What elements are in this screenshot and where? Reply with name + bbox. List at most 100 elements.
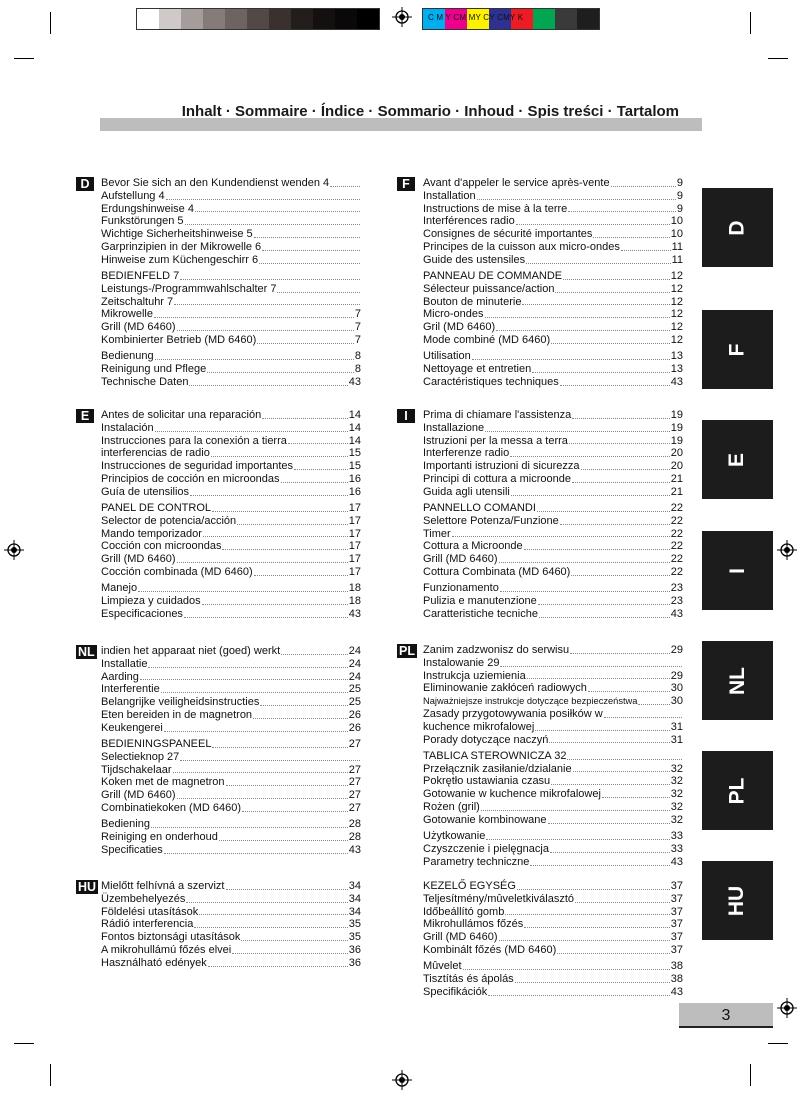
toc-entry-title: Pulizia e manutenzione (423, 595, 537, 608)
toc-entry-title: Bedienung (101, 350, 154, 363)
toc-entry-page: 34 (348, 905, 361, 918)
toc-entry-page: 12 (670, 308, 683, 321)
toc-entry-page: 25 (348, 696, 361, 709)
toc-entry-title: Mando temporizador (101, 527, 202, 540)
toc-entry-page: 15 (348, 447, 361, 460)
toc-entry: Selettore Potenza/Funzione 22 (423, 515, 683, 528)
toc-entry-title: Instalación (101, 421, 154, 434)
dot-leader (484, 317, 670, 319)
dot-leader (180, 278, 360, 280)
dot-leader (186, 901, 348, 903)
toc-entry-title: Bevor Sie sich an den Kundendienst wende… (101, 177, 330, 189)
dot-leader (148, 666, 348, 668)
toc-entry: Rádió interferencia 35 (101, 918, 361, 931)
toc-entry: Principios de cocción en microondas 16 (101, 473, 361, 486)
dot-leader (538, 616, 670, 618)
toc-entry-title: Installation (423, 189, 476, 202)
dot-leader (154, 359, 354, 361)
toc-entry-page: 17 (348, 514, 361, 527)
toc-entry: Cocción combinada (MD 6460) 17 (101, 566, 361, 579)
dot-leader (559, 523, 670, 525)
toc-entry-page: 43 (670, 607, 683, 620)
toc-group: Funzionamento 23 Pulizia e manutenzione 23 C… (423, 582, 683, 620)
toc-entry: Micro-ondes 12 (423, 308, 683, 321)
toc-entry: Utilisation 13 (423, 350, 683, 363)
toc-entry: Garprinzipien in der Mikrowelle 6 (101, 241, 361, 254)
toc-entry: Funzionamento 23 (423, 582, 683, 595)
toc-entry: Istruzioni per la messa a terra 19 (423, 435, 683, 448)
toc-entry: Instalación 14 (101, 422, 361, 435)
dot-leader (218, 839, 348, 841)
toc-entry-page: 17 (348, 527, 361, 540)
toc-entry: Pulizia e manutenzione 23 (423, 595, 683, 608)
toc-entry-title: Guida agli utensili (423, 485, 510, 498)
toc-entry: Eten bereiden in de magnetron 26 (101, 709, 361, 722)
toc-entry-page: 14 (348, 421, 361, 434)
toc-entry-page: 33 (670, 842, 683, 855)
toc-entry: KEZELŐ EGYSÉG 37 (423, 880, 683, 893)
color-swatch (489, 9, 511, 29)
dot-leader (189, 384, 348, 386)
dot-leader (172, 772, 348, 774)
dot-leader (563, 278, 670, 280)
toc-entry-page: 31 (670, 720, 683, 733)
toc-entry-title: Zasady przygotowywania posiłków w (423, 707, 603, 720)
dot-leader (259, 262, 360, 264)
toc-entry-title: Combinatiekoken (MD 6460) (101, 802, 242, 815)
color-swatch (467, 9, 489, 29)
toc-entry-title: Keukengerei (101, 721, 163, 734)
toc-entry: TABLICA STEROWNICZA 32 (423, 750, 683, 763)
toc-entry-page: 43 (670, 985, 683, 998)
toc-group: Utilisation 13 Nettoyage et entretien 13 Car… (423, 350, 683, 388)
toc-group: KEZELŐ EGYSÉG 37 Teljesítmény/mûveletkivál… (423, 880, 683, 957)
toc-entry-page: 32 (670, 813, 683, 826)
toc-entry-page: 27 (348, 738, 361, 751)
dot-leader (557, 952, 670, 954)
color-swatch (445, 9, 467, 29)
dot-leader (551, 784, 670, 786)
dot-leader (287, 443, 348, 445)
toc-entry: Üzembehelyezés 34 (101, 893, 361, 906)
toc-entry-title: TABLICA STEROWNICZA 32 (423, 749, 567, 762)
toc-entry-page: 20 (670, 460, 683, 473)
dot-leader (587, 691, 670, 693)
dot-leader (462, 969, 670, 971)
side-tab-f: F (702, 310, 773, 389)
dot-leader (559, 384, 670, 386)
toc-entry-title: Reinigung und Pflege (101, 363, 207, 376)
color-swatch (533, 9, 555, 29)
dot-leader (225, 888, 348, 890)
crop-mark (750, 12, 751, 34)
toc-group: Zanim zadzwonisz do serwisu 29 Instalowani… (423, 644, 683, 746)
dot-leader (163, 730, 348, 732)
toc-entry: Bedienung 8 (101, 350, 361, 363)
toc-entry-title: Instrucciones para la conexión a tierra (101, 434, 287, 447)
toc-entry: Bediening 28 (101, 818, 361, 831)
toc-entry: Interferentie 25 (101, 683, 361, 696)
toc-entry-page: 22 (670, 514, 683, 527)
toc-entry-page: 32 (670, 775, 683, 788)
dot-leader (222, 549, 348, 551)
dot-leader (138, 591, 348, 593)
toc-entry-page: 25 (348, 683, 361, 696)
toc-entry-page: 19 (670, 409, 683, 421)
toc-entry: Hinweise zum Küchengeschirr 6 (101, 254, 361, 267)
language-badge-e: E (76, 409, 94, 423)
toc-entry-page: 12 (670, 334, 683, 347)
dot-leader (514, 981, 670, 983)
toc-entry: Gril (MD 6460) 12 (423, 321, 683, 334)
toc-entry: Użytkowanie 33 (423, 830, 683, 843)
toc-entry: Interférences radio 10 (423, 215, 683, 228)
toc-entry: Czyszczenie i pielęgnacja 33 (423, 843, 683, 856)
toc-entry-title: Interferentie (101, 683, 160, 696)
toc-entry-title: Selector de potencia/acción (101, 514, 237, 527)
toc-entry: Principes de la cuisson aux micro-ondes 1… (423, 241, 683, 254)
language-badge-nl: NL (76, 645, 97, 659)
dot-leader (547, 822, 670, 824)
toc-entry-title: Guide des ustensiles (423, 253, 526, 266)
toc-entry: Kombinierter Betrieb (MD 6460) 7 (101, 334, 361, 347)
toc-entry: Zasady przygotowywania posiłków w (423, 708, 683, 721)
dot-leader (280, 481, 348, 483)
toc-entry-title: Consignes de sécurité importantes (423, 228, 593, 241)
toc-entry-page: 23 (670, 582, 683, 595)
